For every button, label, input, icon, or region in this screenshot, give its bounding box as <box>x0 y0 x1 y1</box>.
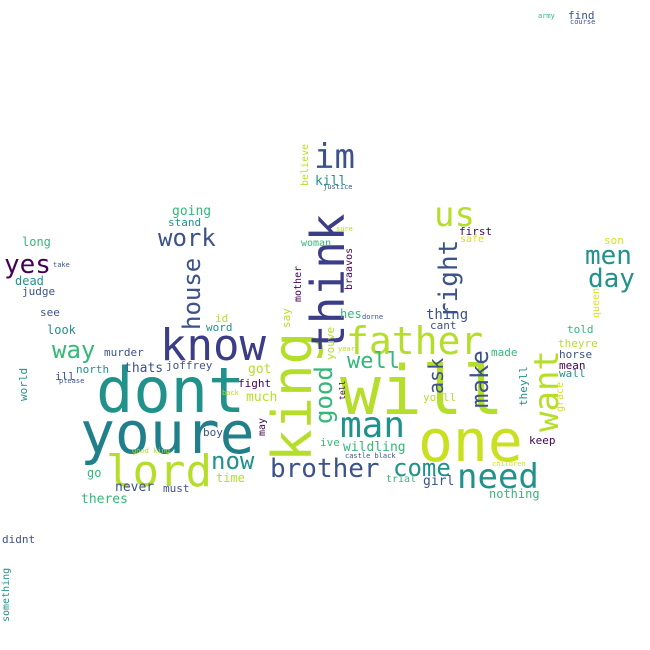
word-stand: stand <box>168 216 202 229</box>
word-told: told <box>567 323 594 336</box>
word-lord: lord <box>106 446 212 497</box>
word-long: long <box>22 235 51 249</box>
word-grace: grace <box>555 381 566 412</box>
word-kill: kill <box>315 174 347 189</box>
word-one: one <box>418 407 523 475</box>
word-work: work <box>158 224 216 252</box>
word-im: im <box>314 137 355 177</box>
word-year: year <box>338 345 355 353</box>
word-army: army <box>538 12 555 20</box>
word-first: first <box>459 225 493 238</box>
word-cant: cant <box>430 319 457 332</box>
word-fight: fight <box>238 377 272 390</box>
word-judge: judge <box>22 285 56 298</box>
word-must: must <box>163 482 190 495</box>
word-id: id <box>215 312 229 325</box>
word-joffrey: joffrey <box>166 359 213 372</box>
word-please: please <box>59 377 85 385</box>
word-ive: ive <box>320 436 340 449</box>
word-good: good <box>310 366 338 424</box>
word-way: way <box>52 336 96 364</box>
word-look: look <box>47 323 76 337</box>
word-may: may <box>257 417 268 436</box>
word-course: course <box>570 18 596 26</box>
word-mean: mean <box>559 359 586 372</box>
word-mother: mother <box>293 265 304 302</box>
word-good-king: good king <box>132 447 170 455</box>
word-day: day <box>588 264 635 294</box>
word-men: men <box>585 241 632 271</box>
word-ill: ill <box>55 370 75 383</box>
word-dorne: dorne <box>362 313 384 321</box>
word-dont: dont <box>96 354 246 427</box>
word-youve: youve <box>324 326 337 360</box>
word-justice: justice <box>323 183 353 191</box>
word-didnt: didnt <box>2 533 36 546</box>
word-theres: theres <box>81 492 128 507</box>
word-us: us <box>434 195 475 235</box>
word-will: will <box>340 352 504 431</box>
word-need: need <box>457 457 539 497</box>
word-braavos: braavos <box>344 247 355 290</box>
word-word: word <box>206 321 233 334</box>
word-much: much <box>246 390 278 405</box>
word-believe: believe <box>300 143 311 186</box>
word-castle-black: castle black <box>345 452 396 460</box>
word-queen: queen <box>591 287 602 318</box>
word-find: find <box>568 9 595 22</box>
word-going: going <box>172 204 212 219</box>
word-make: make <box>466 350 494 408</box>
word-theyre: theyre <box>558 337 598 350</box>
word-boy: boy <box>203 426 223 439</box>
word-back: back <box>222 389 239 397</box>
word-take: take <box>53 261 70 269</box>
word-woman: woman <box>301 238 332 249</box>
word-sure: sure <box>336 225 353 233</box>
word-wildling: wildling <box>343 440 406 455</box>
word-got: got <box>248 362 272 377</box>
word-wall: wall <box>559 367 586 380</box>
word-trial: trial <box>386 474 417 485</box>
word-well: well <box>347 349 400 374</box>
word-know: know <box>160 320 266 371</box>
word-ask: ask <box>424 357 448 394</box>
word-horse: horse <box>559 348 593 361</box>
word-son: son <box>604 234 624 247</box>
word-time: time <box>216 471 245 485</box>
word-father: father <box>346 319 484 363</box>
word-world: world <box>17 367 30 401</box>
word-murder: murder <box>104 346 144 359</box>
word-brother: brother <box>270 454 380 484</box>
word-theyll: theyll <box>517 366 530 406</box>
word-say: say <box>280 308 293 328</box>
word-tell: tell <box>338 380 347 400</box>
word-hes: hes <box>340 307 362 321</box>
word-come: come <box>393 454 451 482</box>
word-made: made <box>491 346 518 359</box>
word-children: children <box>492 460 526 468</box>
word-nothing: nothing <box>489 487 540 501</box>
word-yes: yes <box>4 250 51 280</box>
word-never: never <box>115 480 155 495</box>
word-youll: youll <box>423 391 457 404</box>
word-north: north <box>76 363 110 376</box>
word-see: see <box>40 306 60 319</box>
word-house: house <box>178 257 206 330</box>
word-girl: girl <box>423 474 455 489</box>
word-youre: youre <box>80 399 255 467</box>
word-go: go <box>87 466 102 480</box>
word-now: now <box>211 447 255 475</box>
word-thats: thats <box>124 361 164 376</box>
word-man: man <box>340 405 406 446</box>
word-keep: keep <box>529 434 556 447</box>
word-thing: thing <box>426 307 469 323</box>
word-something: something <box>1 567 12 622</box>
word-safe: safe <box>460 234 485 245</box>
word-dead: dead <box>15 274 44 288</box>
